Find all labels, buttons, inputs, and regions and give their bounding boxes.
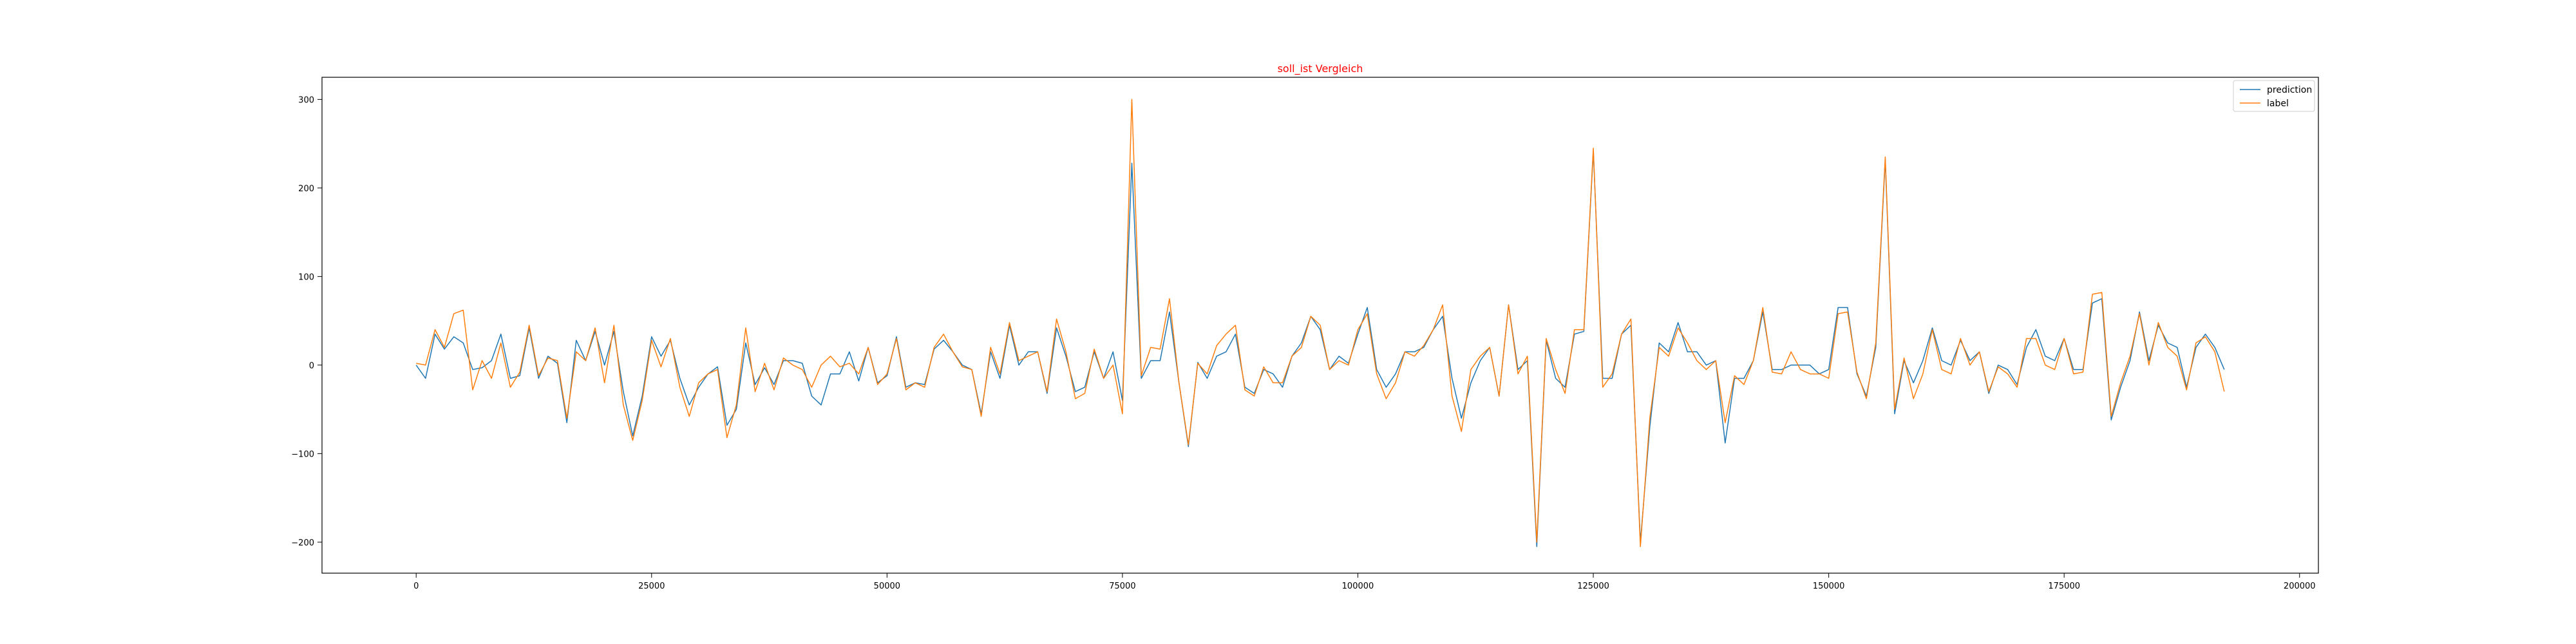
legend: prediction label [2233, 80, 2315, 112]
x-tick-label: 150000 [1813, 582, 1845, 591]
y-tick-label: 300 [298, 95, 314, 105]
x-tick-label: 125000 [1577, 582, 1609, 591]
x-tick-label: 200000 [2284, 582, 2316, 591]
y-axis: −200 −100 0 100 200 300 [291, 95, 322, 548]
y-tick-label: −200 [291, 538, 314, 548]
chart-title: soll_ist Vergleich [1278, 62, 1363, 75]
y-tick-label: −100 [291, 450, 314, 459]
legend-box [2233, 80, 2315, 112]
x-tick-label: 175000 [2048, 582, 2080, 591]
legend-label-label: label [2267, 99, 2289, 109]
legend-label-prediction: prediction [2267, 85, 2312, 95]
series-line-label [416, 99, 2225, 547]
y-tick-label: 100 [298, 272, 314, 282]
x-tick-label: 50000 [874, 582, 900, 591]
x-axis: 0 25000 50000 75000 100000 125000 150000 175000… [413, 573, 2316, 591]
series-line-prediction [415, 150, 2225, 547]
plot-lines [415, 99, 2225, 547]
y-tick-label: 200 [298, 184, 314, 194]
y-tick-label: 0 [309, 361, 314, 371]
x-tick-label: 0 [413, 582, 419, 591]
x-tick-label: 75000 [1109, 582, 1135, 591]
plot-frame [321, 77, 2319, 574]
x-tick-label: 25000 [638, 582, 665, 591]
x-tick-label: 100000 [1342, 582, 1374, 591]
